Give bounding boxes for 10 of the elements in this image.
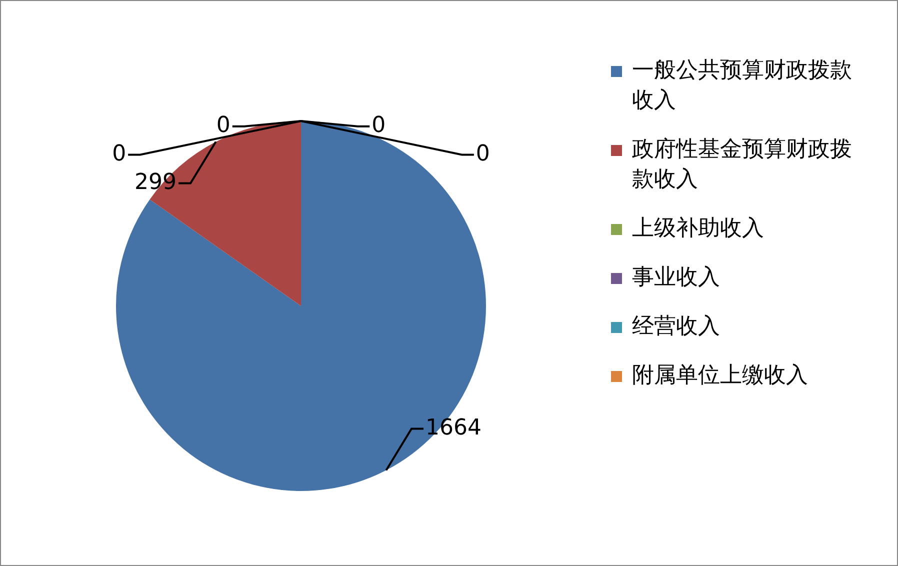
legend-label: 事业收入 — [632, 264, 721, 292]
legend-label: 上级补助收入 — [632, 215, 765, 243]
text: 0 — [476, 141, 490, 166]
text: 0 — [372, 113, 386, 138]
legend-label: 附属单位上缴收入 — [632, 362, 809, 390]
legend-label: 一般公共预算财政拨款收入 — [632, 57, 853, 115]
text: 0 — [112, 141, 126, 166]
legend-label: 政府性基金预算财政拨款收入 — [632, 136, 853, 194]
legend-label: 经营收入 — [632, 313, 721, 341]
text: 0 — [216, 113, 230, 138]
